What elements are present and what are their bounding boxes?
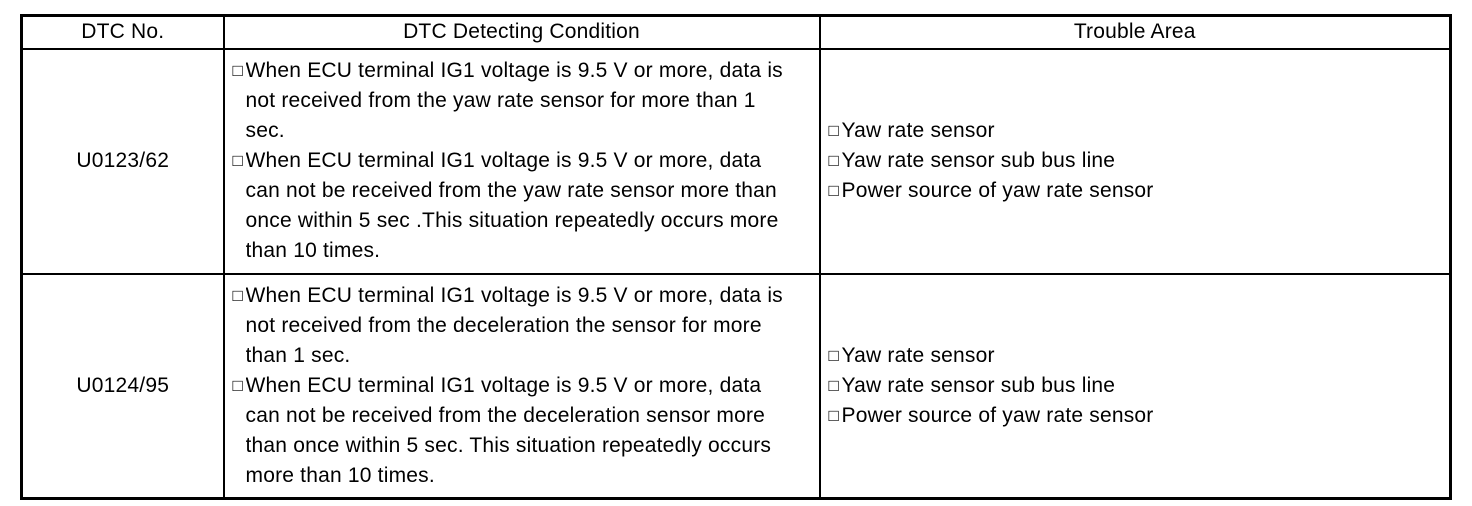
condition-text: When ECU terminal IG1 voltage is 9.5 V o… bbox=[245, 373, 772, 487]
header-row: DTC No. DTC Detecting Condition Trouble … bbox=[20, 14, 1452, 50]
detecting-condition-cell: □ When ECU terminal IG1 voltage is 9.5 V… bbox=[222, 272, 821, 499]
trouble-area-item: □ Yaw rate sensor bbox=[829, 116, 1446, 146]
bullet-square-icon: □ bbox=[828, 375, 839, 395]
condition-text: When ECU terminal IG1 voltage is 9.5 V o… bbox=[245, 283, 783, 367]
trouble-area-item: □ Yaw rate sensor sub bus line bbox=[829, 146, 1446, 176]
condition-item: □ When ECU terminal IG1 voltage is 9.5 V… bbox=[233, 281, 815, 371]
detecting-condition-cell: □ When ECU terminal IG1 voltage is 9.5 V… bbox=[222, 47, 821, 275]
condition-item: □ When ECU terminal IG1 voltage is 9.5 V… bbox=[233, 371, 815, 491]
condition-item: □ When ECU terminal IG1 voltage is 9.5 V… bbox=[233, 146, 815, 266]
bullet-square-icon: □ bbox=[828, 121, 839, 140]
dtc-no-value: U0123/62 bbox=[20, 47, 225, 275]
trouble-area-cell: □ Yaw rate sensor □ Yaw rate sensor sub … bbox=[818, 272, 1452, 499]
trouble-area-text: Yaw rate sensor bbox=[841, 119, 995, 142]
trouble-area-item: □ Yaw rate sensor sub bus line bbox=[829, 371, 1446, 401]
trouble-area-item: □ Yaw rate sensor bbox=[829, 341, 1446, 371]
trouble-area-text: Yaw rate sensor sub bus line bbox=[841, 373, 1116, 397]
condition-text: When ECU terminal IG1 voltage is 9.5 V o… bbox=[245, 149, 779, 262]
dtc-no-value: U0124/95 bbox=[20, 272, 225, 499]
header-trouble-area: Trouble Area bbox=[818, 14, 1452, 50]
condition-item: □ When ECU terminal IG1 voltage is 9.5 V… bbox=[233, 56, 815, 146]
trouble-area-text: Power source of yaw rate sensor bbox=[841, 179, 1154, 202]
bullet-square-icon: □ bbox=[232, 375, 243, 395]
bullet-square-icon: □ bbox=[828, 345, 839, 365]
trouble-area-cell: □ Yaw rate sensor □ Yaw rate sensor sub … bbox=[818, 47, 1452, 275]
bullet-square-icon: □ bbox=[828, 181, 839, 200]
trouble-area-item: □ Power source of yaw rate sensor bbox=[829, 401, 1446, 431]
condition-text: When ECU terminal IG1 voltage is 9.5 V o… bbox=[245, 59, 783, 142]
bullet-square-icon: □ bbox=[828, 151, 839, 170]
trouble-area-text: Power source of yaw rate sensor bbox=[841, 403, 1154, 427]
table-row-u0124-95: U0124/95 □ When ECU terminal IG1 voltage… bbox=[20, 272, 1452, 499]
bullet-square-icon: □ bbox=[232, 61, 243, 80]
trouble-area-item: □ Power source of yaw rate sensor bbox=[829, 176, 1446, 206]
bullet-square-icon: □ bbox=[232, 151, 243, 170]
trouble-area-text: Yaw rate sensor bbox=[841, 343, 995, 367]
trouble-area-text: Yaw rate sensor sub bus line bbox=[841, 149, 1116, 172]
header-detecting-condition: DTC Detecting Condition bbox=[222, 14, 821, 50]
bullet-square-icon: □ bbox=[232, 285, 243, 305]
header-dtc-no: DTC No. bbox=[20, 14, 225, 50]
bullet-square-icon: □ bbox=[828, 405, 839, 425]
table-row-u0123-62: U0123/62 □ When ECU terminal IG1 voltage… bbox=[20, 47, 1452, 275]
dtc-table: DTC No. DTC Detecting Condition Trouble … bbox=[20, 14, 1452, 500]
